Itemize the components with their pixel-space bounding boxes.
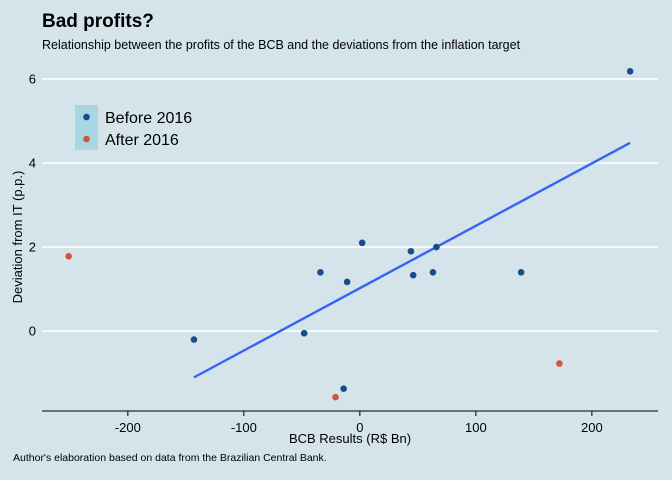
point-before-2016: [433, 243, 440, 251]
x-tick-label: -200: [115, 420, 141, 435]
trend-line-group: [193, 141, 631, 379]
point-before-2016: [429, 268, 437, 276]
y-tick-label: 0: [29, 324, 36, 339]
chart-subtitle: Relationship between the profits of the …: [42, 38, 521, 52]
data-points: [65, 68, 634, 401]
point-before-2016: [358, 239, 366, 247]
chart-title: Bad profits?: [42, 11, 154, 32]
legend-label-before-2016: Before 2016: [105, 110, 192, 127]
point-after-2016: [65, 253, 72, 260]
legend-marker-after-2016: [83, 135, 90, 143]
point-after-2016: [332, 393, 339, 401]
x-axis-title: BCB Results (R$ Bn): [289, 431, 411, 446]
x-tick-label: 0: [356, 420, 363, 435]
source-caption: Author's elaboration based on data from …: [13, 452, 327, 464]
y-tick-label: 6: [29, 71, 36, 86]
point-before-2016: [626, 68, 634, 75]
legend-marker-before-2016: [83, 113, 90, 121]
point-after-2016: [556, 360, 563, 367]
x-ticks: -200 -100 0 100 200: [115, 411, 603, 435]
point-before-2016: [317, 268, 324, 276]
y-ticks: 0 2 4 6: [29, 71, 36, 338]
point-before-2016: [300, 329, 308, 337]
point-before-2016: [190, 336, 198, 343]
x-tick-label: 100: [465, 420, 487, 435]
trend-line: [193, 141, 631, 379]
y-tick-label: 2: [29, 240, 36, 255]
legend: Before 2016 After 2016: [75, 105, 192, 150]
x-tick-label: -100: [231, 420, 257, 435]
legend-label-after-2016: After 2016: [105, 132, 179, 149]
point-before-2016: [409, 271, 417, 279]
point-before-2016: [517, 268, 525, 276]
y-axis-title: Deviation from IT (p.p.): [10, 171, 25, 304]
y-tick-label: 4: [29, 155, 36, 170]
point-before-2016: [340, 385, 347, 393]
grid-lines: [42, 78, 658, 332]
point-before-2016: [407, 247, 415, 255]
x-tick-label: 200: [581, 420, 603, 435]
point-before-2016: [343, 278, 351, 286]
legend-key-background: [75, 105, 98, 150]
